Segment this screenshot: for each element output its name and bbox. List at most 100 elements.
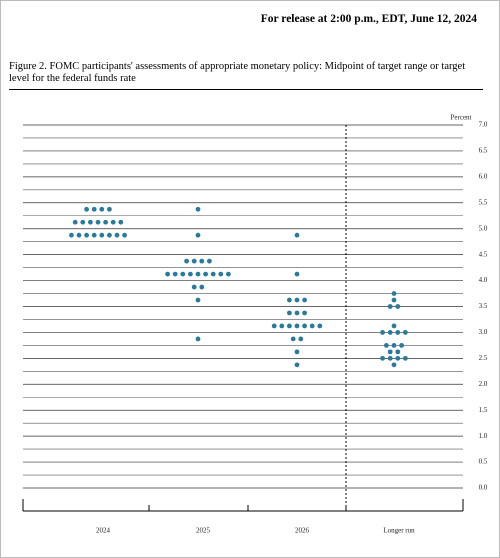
dot (387, 330, 393, 335)
dot (294, 271, 300, 277)
dot (184, 258, 190, 264)
dot (287, 310, 292, 316)
dot (99, 206, 105, 212)
dot (110, 219, 116, 225)
dot (395, 355, 401, 361)
dot (395, 330, 401, 335)
dot (103, 219, 108, 225)
y-tick-label: 1.0 (479, 432, 488, 440)
dot (203, 271, 209, 277)
y-tick-label: 5.5 (479, 198, 488, 206)
dot (294, 232, 300, 238)
dot (165, 271, 171, 277)
dot (391, 297, 397, 303)
dot (99, 232, 105, 238)
dot (391, 323, 397, 329)
dot (294, 323, 300, 329)
dot (399, 342, 404, 348)
dot (88, 219, 93, 225)
dot (271, 323, 277, 329)
dot (403, 330, 408, 335)
y-tick-label: 5.0 (479, 224, 488, 232)
dot (195, 206, 201, 212)
dot (287, 297, 292, 303)
dot (199, 258, 205, 264)
dot (122, 232, 127, 238)
dot (294, 297, 300, 303)
dot (218, 271, 224, 277)
dot (69, 232, 74, 238)
dot (287, 323, 292, 329)
dot (191, 258, 197, 264)
y-tick-label: 3.5 (479, 302, 488, 310)
y-axis-label: Percent (451, 114, 472, 122)
dot (384, 342, 389, 348)
dot (76, 232, 82, 238)
dot (298, 336, 304, 342)
dot (191, 284, 197, 290)
dot (95, 219, 101, 225)
dot (380, 330, 385, 335)
dot (195, 232, 201, 238)
dot (207, 258, 212, 264)
y-tick-label: 2.5 (479, 354, 488, 362)
dot (107, 232, 112, 238)
y-tick-label: 6.5 (479, 147, 488, 155)
dot (309, 323, 315, 329)
dot (72, 219, 78, 225)
dot (302, 323, 307, 329)
dot (91, 206, 97, 212)
dot (391, 342, 397, 348)
dot (188, 271, 193, 277)
release-note: For release at 2:00 p.m., EDT, June 12, … (260, 13, 477, 25)
dot (199, 284, 205, 290)
dot (80, 219, 86, 225)
x-tick-label: Longer run (383, 527, 415, 535)
y-tick-label: 6.0 (479, 172, 488, 180)
dot (107, 206, 112, 212)
dot (391, 291, 397, 296)
dot (172, 271, 178, 277)
dot (279, 323, 285, 329)
dot (290, 336, 296, 342)
dot (180, 271, 186, 277)
x-tick-label: 2025 (196, 527, 211, 535)
dot (302, 297, 307, 303)
dot (294, 310, 300, 316)
dot (210, 271, 216, 277)
y-tick-label: 7.0 (479, 121, 488, 129)
dot (294, 349, 300, 355)
y-tick-label: 3.0 (479, 328, 488, 336)
dot (195, 336, 201, 342)
dot (84, 232, 89, 238)
dot (387, 355, 393, 361)
dot (294, 362, 300, 368)
x-tick-label: 2024 (96, 527, 111, 535)
dot (387, 304, 393, 309)
dot (302, 310, 307, 316)
dot (391, 362, 397, 368)
dot (226, 271, 231, 277)
dot (387, 349, 393, 355)
dot (84, 206, 89, 212)
x-tick-label: 2026 (295, 527, 310, 535)
chart-title: Figure 2. FOMC participants' assessments… (9, 61, 483, 90)
dot (114, 232, 120, 238)
dot (317, 323, 323, 329)
dot (91, 232, 97, 238)
y-tick-label: 4.5 (479, 250, 488, 258)
y-tick-label: 2.0 (479, 380, 488, 388)
dot (403, 355, 408, 361)
dot (380, 355, 385, 361)
y-tick-label: 1.5 (479, 406, 488, 414)
dot (395, 304, 401, 309)
y-tick-label: 0.0 (479, 484, 488, 492)
dot (118, 219, 124, 225)
dot (195, 297, 201, 303)
y-tick-label: 4.0 (479, 276, 488, 284)
dot (395, 349, 401, 355)
y-tick-label: 0.5 (479, 458, 488, 466)
dot (195, 271, 201, 277)
